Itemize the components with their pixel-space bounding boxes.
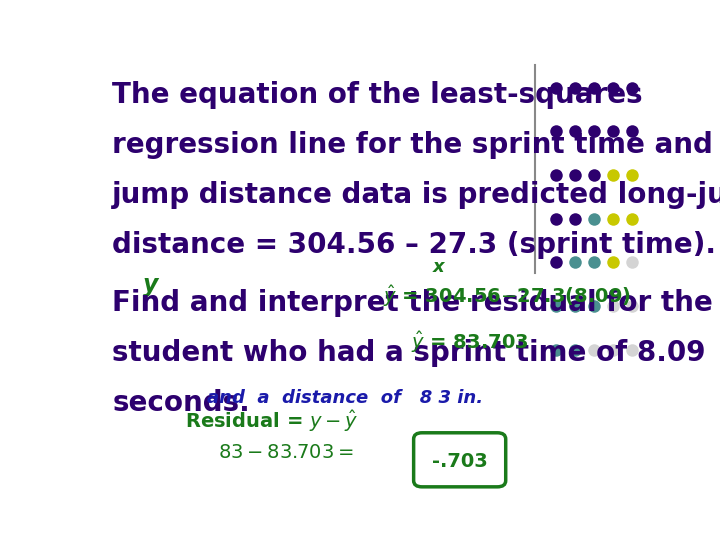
Text: and  a  distance  of   8 3 in.: and a distance of 8 3 in. <box>207 389 483 407</box>
Text: x: x <box>433 258 445 276</box>
Text: $\hat{y}$ = 83.703: $\hat{y}$ = 83.703 <box>411 329 528 355</box>
FancyBboxPatch shape <box>413 433 505 487</box>
Text: y: y <box>143 273 158 296</box>
Text: seconds.: seconds. <box>112 389 250 417</box>
Text: $83 - 83.703 =$: $83 - 83.703 =$ <box>218 443 354 462</box>
Text: regression line for the sprint time and long-: regression line for the sprint time and … <box>112 131 720 159</box>
Text: student who had a sprint time of 8.09: student who had a sprint time of 8.09 <box>112 339 706 367</box>
Text: jump distance data is predicted long-jump: jump distance data is predicted long-jum… <box>112 181 720 209</box>
Text: -.703: -.703 <box>432 453 487 471</box>
Text: $\hat{y}$ = 304.56$-$27.3(8.09): $\hat{y}$ = 304.56$-$27.3(8.09) <box>383 283 631 309</box>
Text: The equation of the least-squares: The equation of the least-squares <box>112 82 643 110</box>
Text: distance = 304.56 – 27.3 (sprint time).: distance = 304.56 – 27.3 (sprint time). <box>112 231 716 259</box>
Text: Find and interpret the residual for the: Find and interpret the residual for the <box>112 289 713 318</box>
Text: Residual = $y - \hat{y}$: Residual = $y - \hat{y}$ <box>185 408 359 434</box>
